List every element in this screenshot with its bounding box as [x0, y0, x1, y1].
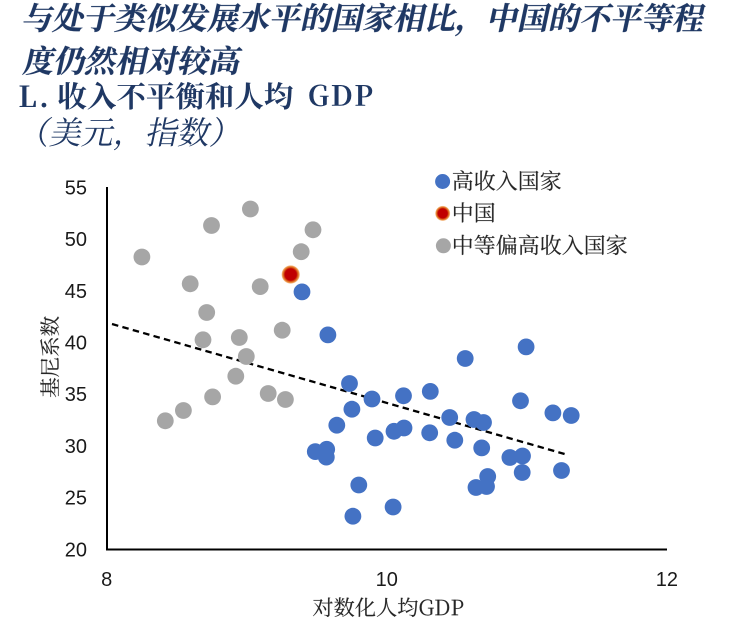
svg-text:10: 10	[376, 569, 398, 591]
svg-text:45: 45	[65, 281, 87, 303]
svg-text:8: 8	[101, 569, 112, 591]
svg-text:50: 50	[65, 229, 87, 251]
svg-text:55: 55	[65, 177, 87, 199]
svg-text:30: 30	[65, 436, 87, 458]
svg-text:40: 40	[65, 333, 87, 355]
svg-text:35: 35	[65, 384, 87, 406]
svg-text:12: 12	[656, 569, 678, 591]
svg-text:20: 20	[65, 539, 87, 561]
svg-text:25: 25	[65, 488, 87, 510]
